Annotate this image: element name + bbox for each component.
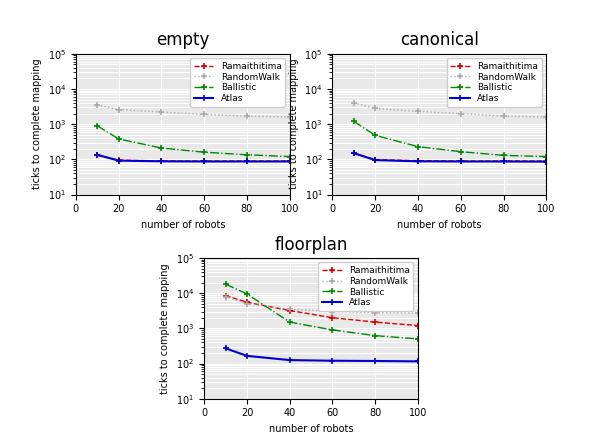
Ramaithitima [200,158,208,164]
RandomWalk [350,100,358,106]
Ramaithitima [371,157,379,162]
Ramaithitima [415,158,422,164]
RandomWalk [329,309,336,314]
Title: floorplan: floorplan [274,236,348,254]
Atlas [415,359,422,364]
Title: canonical: canonical [400,31,479,49]
Ballistic [371,133,379,138]
Line: Ramaithitima: Ramaithitima [223,293,421,328]
Ramaithitima [286,308,293,313]
Legend: Ramaithitima, RandomWalk, Ballistic, Atlas: Ramaithitima, RandomWalk, Ballistic, Atl… [190,58,285,107]
Ballistic [415,336,422,342]
Ballistic [200,150,208,155]
Ballistic [457,149,464,155]
Ramaithitima [415,323,422,328]
Ballistic [115,136,122,142]
Ballistic [286,319,293,325]
Atlas [243,159,251,164]
Atlas [415,159,422,164]
Line: Ballistic: Ballistic [223,281,421,342]
Ramaithitima [158,158,165,164]
Ballistic [93,123,101,129]
X-axis label: number of robots: number of robots [397,220,481,230]
Atlas [329,358,336,363]
Line: Atlas: Atlas [95,152,293,164]
Atlas [200,159,208,164]
Ballistic [158,145,165,151]
Line: Atlas: Atlas [223,345,421,364]
RandomWalk [371,310,379,315]
RandomWalk [371,106,379,111]
Atlas [500,159,507,164]
RandomWalk [415,310,422,316]
Ramaithitima [222,293,229,298]
Ballistic [415,144,422,149]
Atlas [350,151,358,156]
Ballistic [243,291,251,297]
Ramaithitima [457,158,464,164]
Atlas [457,159,464,164]
Ramaithitima [243,158,251,164]
RandomWalk [286,114,293,120]
RandomWalk [243,113,251,119]
Ballistic [543,154,550,159]
RandomWalk [543,114,550,120]
Ballistic [500,153,507,158]
Ballistic [286,154,293,159]
Atlas [371,157,379,163]
RandomWalk [500,113,507,119]
Ballistic [371,333,379,338]
RandomWalk [200,112,208,117]
Y-axis label: ticks to complete mapping: ticks to complete mapping [32,59,42,190]
Ramaithitima [329,315,336,320]
RandomWalk [415,109,422,114]
Y-axis label: ticks to complete mapping: ticks to complete mapping [289,59,299,190]
Y-axis label: ticks to complete mapping: ticks to complete mapping [160,263,171,394]
Line: Atlas: Atlas [351,151,549,164]
Ramaithitima [286,158,293,164]
Ramaithitima [243,300,251,305]
Ramaithitima [371,319,379,325]
Atlas [543,159,550,164]
Title: empty: empty [156,31,209,49]
Ramaithitima [500,158,507,164]
Atlas [243,353,251,358]
RandomWalk [158,109,165,115]
Atlas [158,159,165,164]
X-axis label: number of robots: number of robots [141,220,225,230]
Ballistic [329,327,336,332]
RandomWalk [115,107,122,112]
Line: Ballistic: Ballistic [351,119,549,159]
Line: RandomWalk: RandomWalk [95,102,293,120]
RandomWalk [222,294,229,299]
RandomWalk [457,111,464,116]
Atlas [371,358,379,364]
Line: Ballistic: Ballistic [95,123,293,159]
Ramaithitima [543,158,550,164]
Line: RandomWalk: RandomWalk [351,100,549,120]
Atlas [93,152,101,157]
RandomWalk [93,102,101,108]
Line: RandomWalk: RandomWalk [223,294,421,316]
RandomWalk [243,301,251,306]
Ballistic [243,152,251,157]
Line: Ramaithitima: Ramaithitima [351,151,549,164]
Atlas [115,158,122,164]
Line: Ramaithitima: Ramaithitima [95,153,293,164]
Ramaithitima [93,153,101,158]
Ballistic [222,281,229,287]
Ballistic [350,119,358,124]
Atlas [222,346,229,351]
Ramaithitima [350,151,358,156]
Legend: Ramaithitima, RandomWalk, Ballistic, Atlas: Ramaithitima, RandomWalk, Ballistic, Atl… [318,263,413,311]
Atlas [286,358,293,363]
X-axis label: number of robots: number of robots [269,424,353,434]
Legend: Ramaithitima, RandomWalk, Ballistic, Atlas: Ramaithitima, RandomWalk, Ballistic, Atl… [447,58,542,107]
Atlas [286,159,293,164]
Ramaithitima [115,157,122,163]
RandomWalk [286,306,293,312]
